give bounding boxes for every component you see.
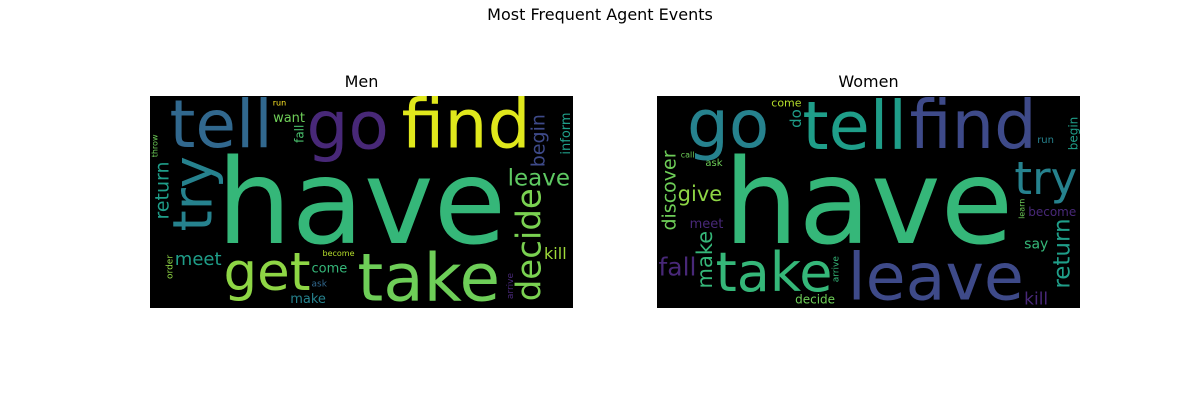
word-women-kill: kill: [1024, 289, 1048, 308]
word-women-tell: tell: [802, 96, 907, 165]
word-women-become: become: [1028, 205, 1076, 219]
wordcloud-men: have find go take tell get try leave decide meet c…: [150, 96, 573, 308]
word-men-fall: fall: [293, 125, 307, 143]
word-men-kill: kill: [544, 244, 567, 263]
word-women-do: do: [787, 109, 805, 128]
word-men-ask: ask: [312, 280, 328, 290]
word-men-run: run: [273, 99, 286, 108]
word-women-begin: begin: [1067, 117, 1080, 151]
word-men-tell: tell: [170, 96, 273, 163]
word-men-throw: throw: [150, 134, 159, 157]
word-men-return: return: [152, 161, 174, 219]
word-men-try: try: [161, 156, 224, 231]
wordcloud-women: have tell find leave go take try become give fall…: [657, 96, 1080, 308]
word-women-take: take: [716, 241, 833, 304]
word-men-arrive: arrive: [506, 273, 516, 300]
word-women-come: come: [771, 97, 801, 110]
word-men-leave: leave: [508, 165, 570, 191]
word-women-arrive: arrive: [831, 256, 841, 283]
word-women-try: try: [1014, 152, 1077, 205]
word-men-make: make: [290, 292, 326, 307]
word-men-get: get: [224, 242, 311, 303]
word-men-order: order: [166, 255, 176, 279]
word-women-make: make: [693, 231, 717, 289]
word-women-find: find: [909, 96, 1036, 164]
figure-title: Most Frequent Agent Events: [487, 5, 713, 24]
word-women-run: run: [1037, 135, 1054, 146]
word-men-find: find: [402, 96, 531, 165]
word-men-meet: meet: [175, 249, 222, 270]
word-men-have: have: [217, 133, 507, 271]
word-women-say: say: [1024, 237, 1048, 253]
word-women-leave: leave: [848, 240, 1024, 308]
word-men-decide: decide: [509, 188, 549, 301]
word-women-return: return: [1049, 218, 1075, 288]
word-women-ask: ask: [705, 158, 722, 169]
word-men-begin: begin: [528, 114, 550, 167]
word-women-decide: decide: [795, 293, 835, 307]
word-men-come: come: [311, 262, 347, 277]
panel-title-women: Women: [838, 72, 899, 91]
word-women-go: go: [687, 96, 769, 163]
word-men-want: want: [273, 111, 305, 126]
word-women-meet: meet: [690, 217, 724, 232]
word-men-inform: inform: [559, 112, 573, 154]
word-men-go: go: [307, 96, 389, 164]
word-men-take: take: [357, 239, 500, 308]
word-women-have: have: [724, 133, 1014, 271]
word-women-call: call: [681, 150, 695, 159]
word-women-discover: discover: [659, 150, 681, 230]
word-men-become: become: [323, 249, 355, 258]
panel-title-men: Men: [344, 72, 379, 91]
word-women-fall: fall: [658, 252, 696, 281]
word-women-learn: learn: [1017, 199, 1026, 219]
word-women-give: give: [678, 182, 723, 206]
